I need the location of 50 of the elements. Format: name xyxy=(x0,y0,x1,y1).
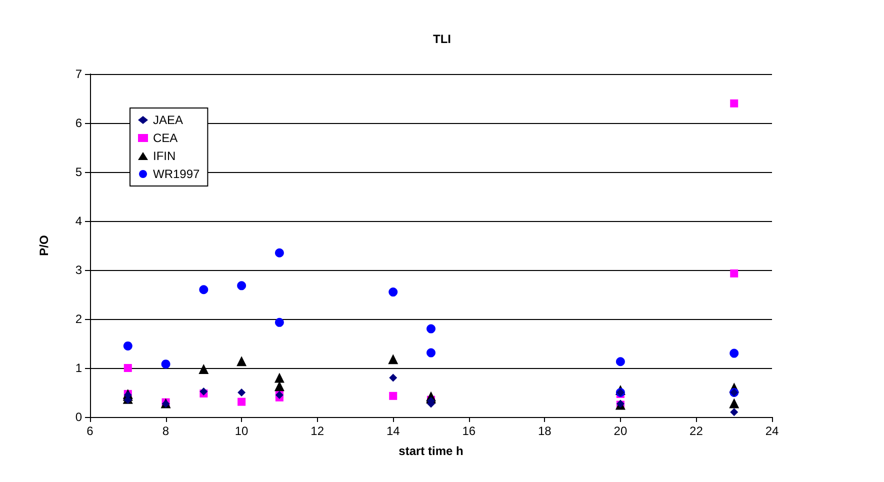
y-tick-label: 0 xyxy=(75,410,82,424)
y-tick-label: 1 xyxy=(75,361,82,375)
y-tick-label: 4 xyxy=(75,214,82,228)
legend-label: JAEA xyxy=(153,113,184,127)
x-tick-label: 8 xyxy=(162,424,170,438)
point xyxy=(236,356,247,366)
y-tick-label: 5 xyxy=(75,165,82,179)
point xyxy=(730,408,738,416)
x-tick-label: 20 xyxy=(614,424,628,438)
point xyxy=(274,372,284,383)
point xyxy=(388,288,398,297)
x-tick-label: 14 xyxy=(386,424,400,438)
point xyxy=(730,269,738,278)
chart-title: TLI xyxy=(433,32,451,46)
point xyxy=(729,398,740,408)
x-tick-label: 12 xyxy=(310,424,324,438)
point xyxy=(388,354,398,364)
legend-label: IFIN xyxy=(153,149,176,163)
y-tick-label: 6 xyxy=(75,116,82,130)
x-tick-label: 18 xyxy=(538,424,552,438)
point xyxy=(730,99,738,108)
x-tick-label: 6 xyxy=(86,424,94,438)
y-tick-label: 3 xyxy=(75,263,82,277)
point xyxy=(730,348,739,358)
point xyxy=(616,357,625,366)
point xyxy=(389,374,398,382)
point xyxy=(426,348,436,358)
x-tick-label: 22 xyxy=(690,424,704,438)
point xyxy=(238,388,246,396)
y-tick-label: 2 xyxy=(75,312,82,326)
point xyxy=(274,318,284,327)
x-tick-label: 10 xyxy=(234,424,249,438)
point xyxy=(198,364,209,374)
y-tick-label: 7 xyxy=(75,67,82,81)
point xyxy=(123,341,132,350)
point xyxy=(389,392,398,400)
y-axis-title: P/O xyxy=(37,235,51,256)
point xyxy=(274,381,284,392)
point xyxy=(238,398,246,406)
point xyxy=(274,248,284,258)
legend-label: CEA xyxy=(153,131,178,145)
point xyxy=(237,281,246,290)
legend-label: WR1997 xyxy=(153,167,200,181)
x-tick-label: 24 xyxy=(765,424,779,438)
point xyxy=(426,324,436,334)
point xyxy=(161,360,170,369)
x-tick-label: 16 xyxy=(462,424,476,438)
x-axis-title: start time h xyxy=(398,444,464,458)
point xyxy=(199,285,208,294)
point xyxy=(124,364,132,372)
